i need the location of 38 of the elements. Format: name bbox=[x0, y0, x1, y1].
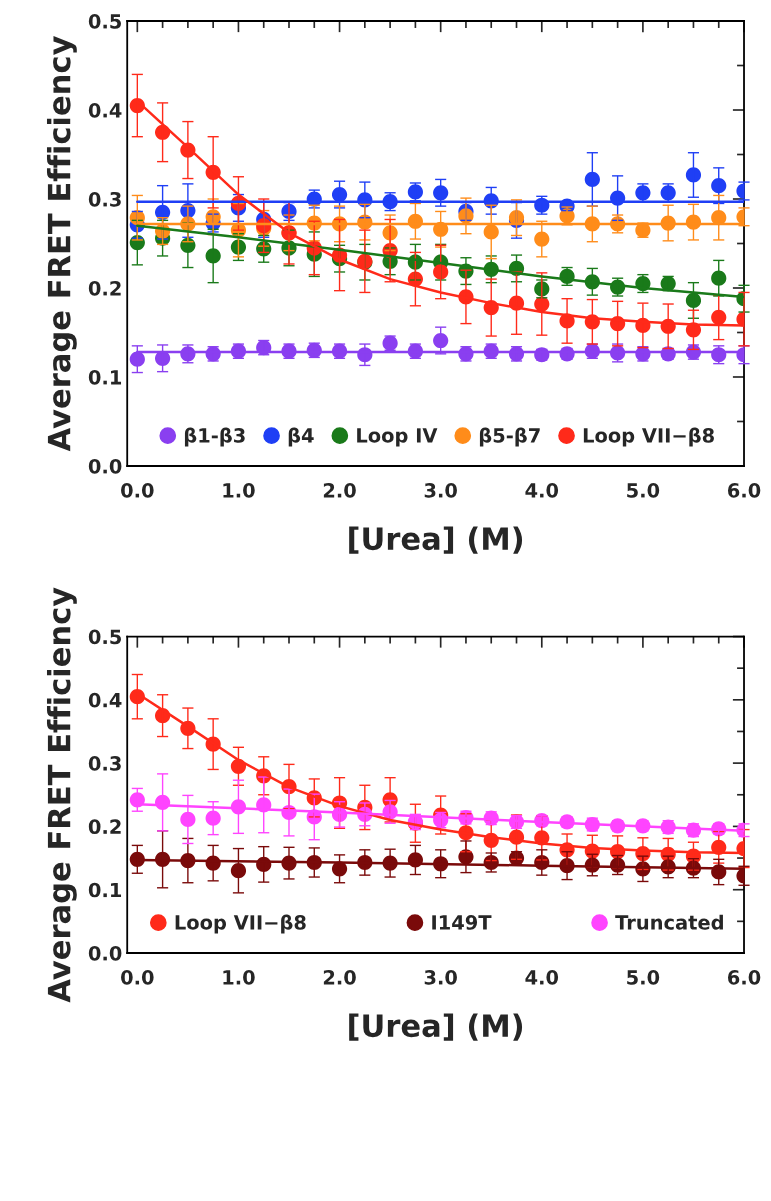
y-axis-title: Average FRET Efficiency bbox=[46, 36, 77, 452]
legend-label: Loop VII−β8 bbox=[175, 914, 306, 934]
x-tick-label: 0.0 bbox=[121, 483, 154, 498]
legend-label: Truncated bbox=[615, 914, 723, 930]
x-axis-title: [Urea] (M) bbox=[349, 1013, 523, 1041]
x-tick-label: 6.0 bbox=[728, 970, 761, 985]
x-tick-label: 4.0 bbox=[525, 483, 559, 498]
y-tick-label: 0.1 bbox=[88, 882, 122, 898]
legend-label: β4 bbox=[288, 427, 314, 447]
x-tick-label: 5.0 bbox=[627, 483, 660, 498]
y-tick-label: 0.1 bbox=[88, 369, 122, 385]
x-tick-label: 3.0 bbox=[424, 483, 457, 498]
y-tick-label: 0.3 bbox=[88, 191, 121, 207]
y-tick-label: 0.2 bbox=[88, 280, 121, 296]
legend-label: I149T bbox=[432, 915, 492, 930]
x-axis-title: [Urea] (M) bbox=[349, 526, 523, 554]
y-tick-label: 0.2 bbox=[88, 819, 121, 835]
y-tick-label: 0.0 bbox=[88, 945, 122, 961]
y-tick-label: 0.4 bbox=[88, 692, 122, 708]
x-tick-label: 2.0 bbox=[323, 970, 356, 985]
y-tick-label: 0.3 bbox=[88, 756, 121, 771]
x-tick-label: 2.0 bbox=[323, 483, 356, 498]
y-tick-label: 0.5 bbox=[88, 13, 121, 29]
x-tick-label: 1.0 bbox=[223, 970, 255, 985]
legend-label: Loop IV bbox=[357, 428, 438, 447]
x-tick-label: 0.0 bbox=[121, 970, 154, 985]
legend-label: β1-β3 bbox=[184, 427, 245, 447]
x-tick-label: 5.0 bbox=[627, 970, 660, 985]
y-axis-title: Average FRET Efficiency bbox=[46, 587, 77, 1003]
x-tick-label: 6.0 bbox=[728, 483, 761, 498]
x-tick-label: 4.0 bbox=[525, 970, 559, 985]
legend-label: Loop VII−β8 bbox=[583, 427, 714, 447]
y-tick-label: 0.4 bbox=[88, 102, 122, 118]
legend-label: β5-β7 bbox=[479, 427, 540, 447]
x-tick-label: 1.0 bbox=[223, 483, 255, 498]
y-tick-label: 0.5 bbox=[88, 629, 121, 645]
x-tick-label: 3.0 bbox=[424, 970, 457, 985]
y-tick-label: 0.0 bbox=[88, 458, 122, 474]
